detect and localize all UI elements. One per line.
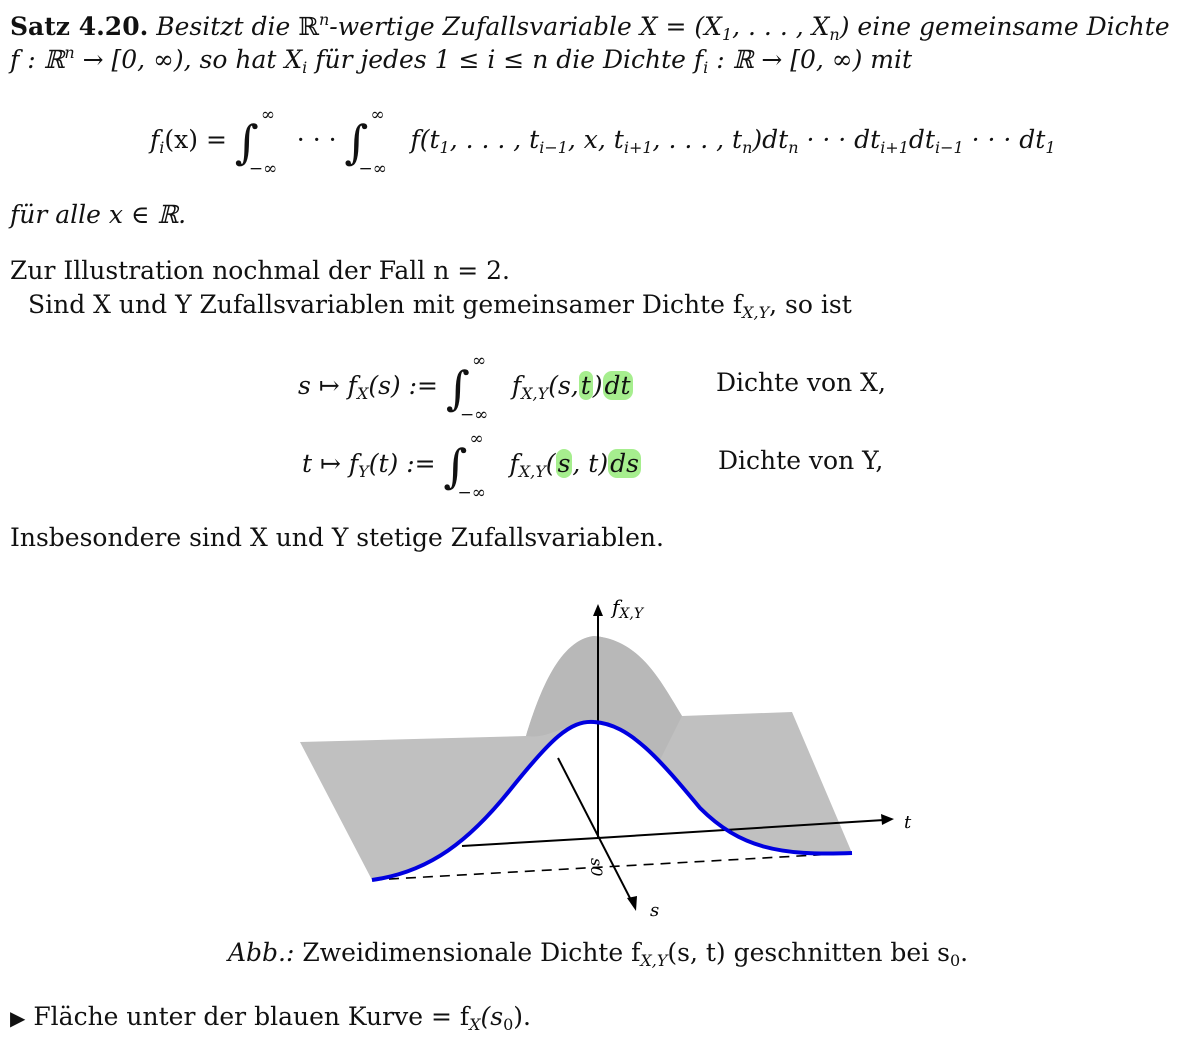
theorem-line-1: Satz 4.20. Besitzt die ℝn-wertige Zufall… bbox=[10, 10, 1170, 44]
theorem-text: Besitzt die ℝn-wertige Zufallsvariable X… bbox=[156, 10, 1170, 44]
illustration-line: Zur Illustration nochmal der Fall n = 2. bbox=[10, 256, 510, 285]
density-y-label: Dichte von Y, bbox=[718, 446, 884, 475]
blue-density-curve bbox=[371, 719, 853, 882]
density-x-formula: s ↦ fX(s) := ∫ ∞ −∞ fX,Y(s,t)dt bbox=[298, 351, 633, 425]
t-axis bbox=[597, 819, 885, 839]
bullet-icon: ▶ bbox=[10, 1006, 26, 1030]
axis-label-z: fX,Y bbox=[610, 595, 645, 622]
density-y-formula: t ↦ fY(t) := ∫ ∞ −∞ fX,Y(s, t)ds bbox=[302, 429, 641, 503]
axis-label-t: t bbox=[904, 812, 912, 833]
highlight-ds: ds bbox=[608, 449, 641, 478]
slice-line-s0 bbox=[371, 852, 853, 881]
label-s0: s0 bbox=[587, 858, 606, 876]
s-axis bbox=[557, 757, 633, 903]
back-axis bbox=[461, 837, 599, 847]
highlight-dt: dt bbox=[602, 371, 633, 400]
highlight-t: t bbox=[578, 371, 593, 400]
formula-marginal-density: fi(x) = ∫ ∞ −∞ · · · ∫ ∞ −∞ f(t1, . . . , ti… bbox=[150, 105, 1056, 179]
insbesondere-line: Insbesondere sind X und Y stetige Zufall… bbox=[10, 523, 664, 552]
highlight-s: s bbox=[555, 449, 573, 478]
theorem-label: Satz 4.20. bbox=[10, 12, 149, 41]
density-x-label: Dichte von X, bbox=[716, 368, 886, 397]
bullet-line: ▶ Fläche unter der blauen Kurve = fX(s0)… bbox=[10, 1002, 531, 1034]
axis-label-s: s bbox=[650, 900, 659, 921]
for-all-line: für alle x ∈ ℝ. bbox=[10, 200, 187, 229]
intro-line: Sind X und Y Zufallsvariablen mit gemein… bbox=[28, 290, 852, 322]
figure-caption: Abb.: Zweidimensionale Dichte fX,Y(s, t)… bbox=[228, 938, 969, 970]
theorem-line-2: f : ℝn → [0, ∞), so hat Xi für jedes 1 ≤… bbox=[10, 43, 913, 77]
